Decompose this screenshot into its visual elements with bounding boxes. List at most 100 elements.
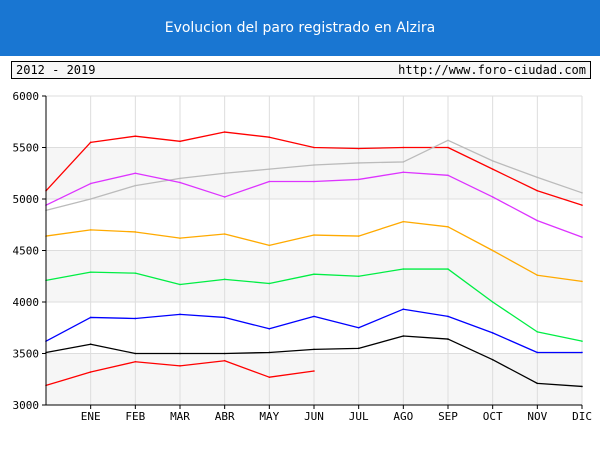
- data-point: [89, 229, 92, 231]
- x-tick-label: ABR: [215, 410, 235, 423]
- x-tick-label: JUL: [349, 410, 369, 423]
- data-point: [179, 177, 181, 180]
- data-point: [268, 282, 271, 285]
- data-point: [447, 139, 449, 142]
- data-point: [357, 275, 360, 278]
- data-point: [89, 371, 92, 373]
- x-tick-label: ENE: [81, 410, 101, 423]
- x-tick-label: MAY: [259, 410, 279, 423]
- data-point: [223, 233, 226, 235]
- chart-axes: [42, 95, 583, 409]
- data-point: [179, 181, 181, 184]
- data-point: [134, 231, 137, 233]
- data-point: [491, 160, 494, 162]
- data-point: [447, 146, 449, 149]
- y-tick-label: 3500: [13, 348, 40, 361]
- data-point: [89, 343, 92, 346]
- data-point: [581, 236, 583, 238]
- year-range: 2012 - 2019: [16, 63, 96, 77]
- data-point: [447, 338, 449, 340]
- data-point: [223, 131, 226, 133]
- data-point: [313, 273, 315, 275]
- data-point: [536, 274, 539, 277]
- data-point: [491, 168, 494, 170]
- data-point: [134, 135, 137, 137]
- data-point: [491, 249, 494, 252]
- data-point: [268, 136, 271, 138]
- chart-labels: 3000 3500 4000 4500 5000 5500 6000 ENE FEB MAR ABR…: [13, 90, 593, 423]
- data-point: [179, 352, 181, 355]
- y-tick-label: 4000: [13, 296, 40, 309]
- data-point: [313, 370, 315, 372]
- data-point: [268, 376, 271, 378]
- data-point: [223, 196, 226, 198]
- data-point: [89, 141, 92, 144]
- data-point: [581, 192, 583, 194]
- data-point: [536, 382, 539, 385]
- data-point: [491, 196, 494, 198]
- data-point: [179, 313, 181, 316]
- data-point: [581, 204, 583, 206]
- data-point: [89, 198, 92, 200]
- data-point: [357, 326, 360, 329]
- data-point: [357, 178, 360, 181]
- x-tick-label: FEB: [125, 410, 145, 423]
- data-point: [402, 335, 405, 337]
- data-point: [268, 327, 271, 330]
- data-point: [536, 176, 539, 179]
- data-point: [447, 315, 449, 318]
- data-point: [581, 280, 583, 283]
- y-tick-label: 4500: [13, 245, 40, 258]
- data-point: [134, 352, 137, 355]
- data-point: [179, 365, 181, 367]
- data-point: [313, 146, 315, 149]
- data-point: [581, 340, 583, 342]
- chart-header: Evolucion del paro registrado en Alzira: [0, 0, 600, 56]
- x-tick-label: DIC: [572, 410, 592, 423]
- data-point: [536, 219, 539, 222]
- data-point: [581, 351, 583, 354]
- data-point: [89, 271, 92, 273]
- data-point: [402, 220, 405, 223]
- data-point: [447, 268, 449, 270]
- data-point: [491, 358, 494, 361]
- data-point: [402, 146, 405, 149]
- data-point: [357, 235, 360, 237]
- data-point: [134, 360, 137, 363]
- data-point: [536, 331, 539, 333]
- data-point: [223, 359, 226, 362]
- chart-title: Evolucion del paro registrado en Alzira: [164, 20, 436, 36]
- y-tick-label: 6000: [13, 90, 40, 103]
- data-point: [268, 351, 271, 354]
- data-point: [402, 161, 405, 163]
- data-point: [223, 352, 226, 355]
- x-tick-label: OCT: [483, 410, 503, 423]
- data-point: [313, 180, 315, 183]
- data-point: [179, 140, 181, 143]
- y-tick-label: 5000: [13, 193, 40, 206]
- y-tick-label: 5500: [13, 142, 40, 155]
- data-point: [179, 237, 181, 239]
- data-point: [402, 268, 405, 270]
- data-point: [313, 234, 315, 236]
- x-tick-label: NOV: [527, 410, 547, 423]
- data-point: [313, 164, 315, 166]
- data-point: [447, 226, 449, 228]
- data-point: [357, 147, 360, 150]
- x-tick-label: AGO: [393, 410, 413, 423]
- data-point: [268, 168, 271, 170]
- data-point: [581, 385, 583, 388]
- data-point: [402, 308, 405, 311]
- data-point: [402, 171, 405, 174]
- x-tick-label: JUN: [304, 410, 324, 423]
- data-point: [491, 332, 494, 334]
- data-point: [536, 351, 539, 354]
- data-point: [536, 189, 539, 192]
- data-point: [89, 182, 92, 185]
- source-url[interactable]: http://www.foro-ciudad.com: [398, 63, 586, 77]
- data-point: [179, 283, 181, 286]
- data-point: [134, 184, 137, 187]
- data-point: [223, 172, 226, 175]
- data-point: [268, 180, 271, 183]
